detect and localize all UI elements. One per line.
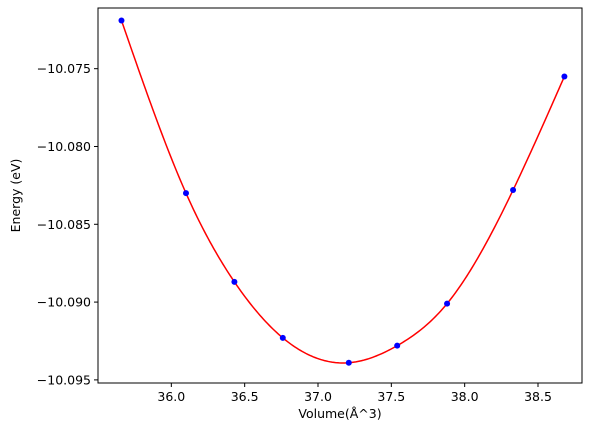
y-axis-ticks: −10.075 −10.080 −10.085 −10.090 −10.095	[37, 61, 98, 387]
x-axis-label: Volume(Å^3)	[298, 406, 381, 421]
y-tick-label: −10.090	[37, 295, 91, 310]
data-point	[231, 278, 238, 285]
y-tick-label: −10.085	[37, 217, 91, 232]
data-point	[118, 17, 125, 24]
data-point	[510, 187, 517, 194]
data-point	[561, 73, 568, 80]
x-tick-label: 36.5	[231, 389, 259, 404]
x-axis-ticks: 36.0 36.5 37.0 37.5 38.0 38.5	[157, 383, 552, 404]
data-points-layer	[118, 17, 568, 366]
x-tick-label: 36.0	[157, 389, 185, 404]
data-point	[345, 359, 352, 366]
data-point	[279, 334, 286, 341]
y-axis-label: Energy (eV)	[8, 159, 23, 233]
x-tick-label: 38.5	[524, 389, 552, 404]
x-tick-label: 38.0	[451, 389, 479, 404]
y-tick-label: −10.095	[37, 372, 91, 387]
plot-frame	[97, 7, 583, 384]
fit-curve-layer	[120, 20, 566, 364]
x-tick-label: 37.0	[304, 389, 332, 404]
x-tick-label: 37.5	[377, 389, 405, 404]
data-point	[183, 190, 189, 197]
data-point	[444, 300, 451, 307]
y-tick-label: −10.075	[37, 61, 91, 76]
data-point	[394, 342, 401, 349]
fit-curve	[120, 20, 566, 364]
y-tick-label: −10.080	[37, 139, 91, 154]
